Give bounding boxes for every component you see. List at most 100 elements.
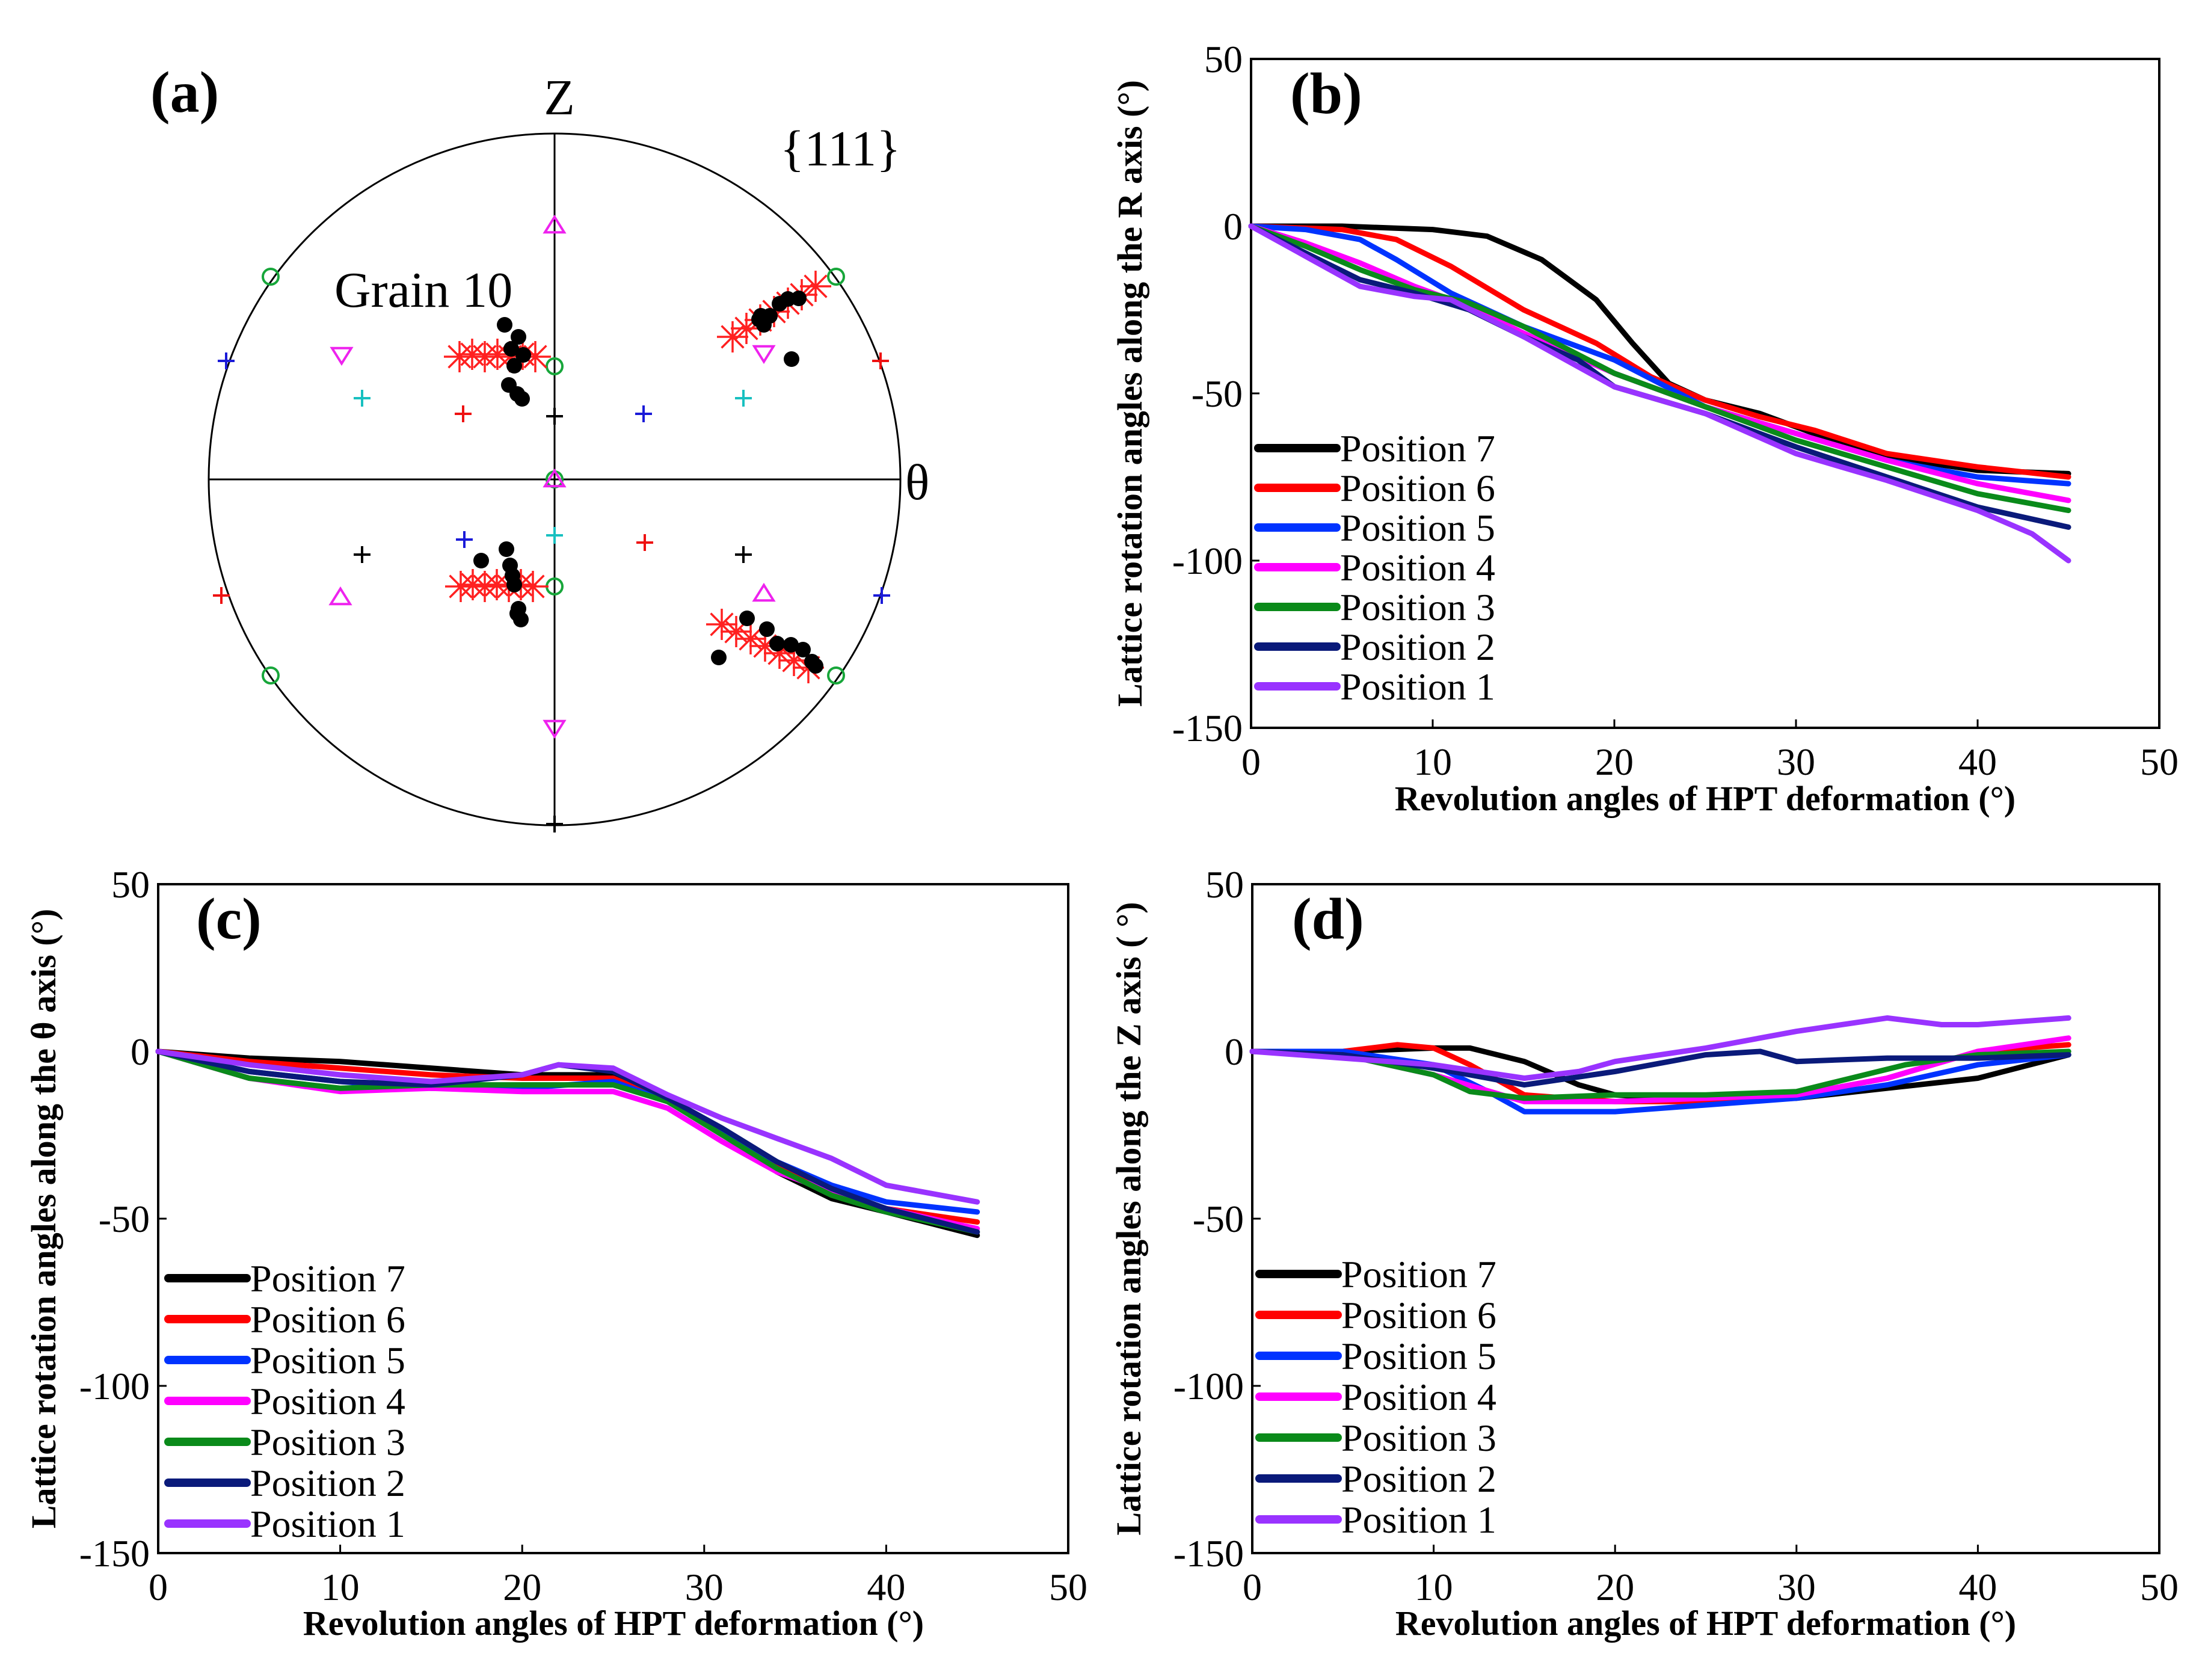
y-tick-label: 50	[1204, 38, 1243, 81]
x-tick-label: 20	[1596, 1566, 1634, 1608]
y-axis-title-d: Lattice rotation angles along the Z axis…	[1109, 902, 1148, 1535]
legend-label: Position 6	[1340, 467, 1495, 509]
legend-label: Position 3	[1341, 1417, 1496, 1459]
pole-figure-markers	[213, 214, 890, 832]
pole-triangle-marker	[543, 719, 567, 739]
series-line-position-3	[1249, 1048, 2071, 1101]
y-axis-title-c: Lattice rotation angles along the θ axis…	[24, 909, 63, 1528]
panel-label-c: (c)	[196, 887, 262, 952]
pole-plus-marker	[735, 390, 752, 407]
legend-label: Position 2	[250, 1462, 405, 1504]
pole-plus-marker	[354, 390, 371, 407]
x-tick-label: 10	[1413, 740, 1452, 783]
x-axis-title-d: Revolution angles of HPT deformation (°)	[1395, 1604, 2016, 1643]
pole-plus-marker	[546, 408, 563, 425]
y-tick-label: 0	[131, 1030, 150, 1073]
pole-plus-marker	[456, 531, 473, 548]
y-tick-label: 50	[111, 863, 150, 906]
y-tick-label: -150	[1172, 707, 1243, 749]
pole-dot-marker	[514, 391, 530, 407]
grain-label: Grain 10	[334, 262, 512, 318]
y-tick-label: -150	[1173, 1532, 1244, 1575]
legend-label: Position 5	[1341, 1335, 1496, 1377]
x-tick-label: 30	[1777, 740, 1815, 783]
pole-dot-marker	[503, 341, 519, 357]
pole-circle-marker	[262, 666, 280, 685]
pole-dot-marker	[499, 541, 514, 557]
legend-label: Position 3	[250, 1421, 405, 1463]
panel-label-d: (d)	[1292, 887, 1364, 952]
pole-plus-marker	[218, 352, 235, 369]
pole-plus-marker	[546, 816, 563, 832]
series-line-position-2	[155, 1048, 980, 1235]
legend-label: Position 2	[1341, 1457, 1496, 1500]
x-tick-label: 20	[1595, 740, 1634, 783]
pole-triangle-marker	[543, 214, 567, 234]
legend-label: Position 1	[1340, 665, 1495, 708]
pole-asterisk-marker	[706, 609, 737, 640]
x-tick-label: 30	[1777, 1566, 1816, 1608]
ticks-b: 0 10 20 30 40 50 50 0 -50 -100 -150	[1172, 38, 2179, 783]
pole-circle-marker	[827, 268, 845, 286]
x-axis-title-c: Revolution angles of HPT deformation (°)	[303, 1604, 924, 1643]
pole-dot-marker	[506, 358, 522, 374]
pole-plus-marker	[735, 546, 752, 563]
y-tick-label: -50	[99, 1198, 150, 1240]
pole-dot-marker	[753, 308, 769, 324]
plane-family-label: {111}	[780, 121, 900, 177]
pole-dot-marker	[783, 637, 799, 653]
x-tick-label: 40	[1958, 740, 1997, 783]
pole-plus-marker	[546, 527, 563, 544]
pole-dot-marker	[497, 317, 512, 333]
pole-triangle-marker	[330, 346, 354, 366]
pole-dot-marker	[511, 601, 526, 617]
x-tick-label: 0	[1243, 1566, 1262, 1608]
x-tick-label: 40	[1958, 1566, 1997, 1608]
x-tick-label: 50	[2140, 740, 2179, 783]
pole-plus-marker	[354, 546, 371, 563]
pole-dot-marker	[808, 658, 823, 674]
legend-label: Position 1	[1341, 1498, 1496, 1541]
y-tick-label: -100	[79, 1365, 150, 1408]
pole-triangle-marker	[328, 586, 352, 606]
pole-dot-marker	[473, 553, 489, 568]
series-group-b	[1248, 223, 2071, 564]
pole-dot-marker	[711, 650, 727, 665]
y-tick-label: 50	[1205, 863, 1244, 906]
x-tick-label: 20	[503, 1566, 541, 1608]
series-line-position-7	[1248, 223, 2071, 476]
pole-figure-panel: (a) Z θ {111} Grain 10	[150, 60, 929, 832]
series-line-position-3	[155, 1048, 980, 1235]
legend-label: Position 4	[1341, 1376, 1496, 1418]
pole-circle-marker	[827, 666, 845, 685]
pole-asterisk-marker	[800, 271, 831, 302]
pole-plus-marker	[636, 534, 653, 551]
theta-axis-label: θ	[905, 455, 929, 511]
pole-plus-marker	[455, 405, 472, 422]
pole-triangle-marker	[752, 582, 776, 602]
series-line-position-3	[1248, 223, 2071, 514]
ticks-d: 0 10 20 30 40 50 50 0 -50 -100 -150	[1173, 863, 2179, 1608]
legend-label: Position 3	[1340, 586, 1495, 629]
x-tick-label: 50	[1049, 1566, 1087, 1608]
y-tick-label: -100	[1172, 540, 1243, 582]
pole-dot-marker	[791, 291, 807, 306]
x-tick-label: 0	[1241, 740, 1261, 783]
y-tick-label: -50	[1192, 372, 1243, 415]
x-tick-label: 40	[867, 1566, 905, 1608]
legend-label: Position 5	[1340, 506, 1495, 549]
pole-circle-marker	[546, 357, 564, 375]
ticks-c: 0 10 20 30 40 50 50 0 -50 -100 -150	[79, 863, 1087, 1608]
pole-dot-marker	[759, 621, 775, 637]
pole-plus-marker	[213, 587, 230, 604]
pole-asterisk-marker	[517, 571, 549, 602]
pole-plus-marker	[873, 587, 890, 604]
pole-triangle-marker	[543, 468, 567, 488]
series-line-position-1	[155, 1048, 980, 1205]
y-tick-label: 0	[1223, 205, 1243, 248]
x-axis-title-b: Revolution angles of HPT deformation (°)	[1395, 779, 2016, 818]
